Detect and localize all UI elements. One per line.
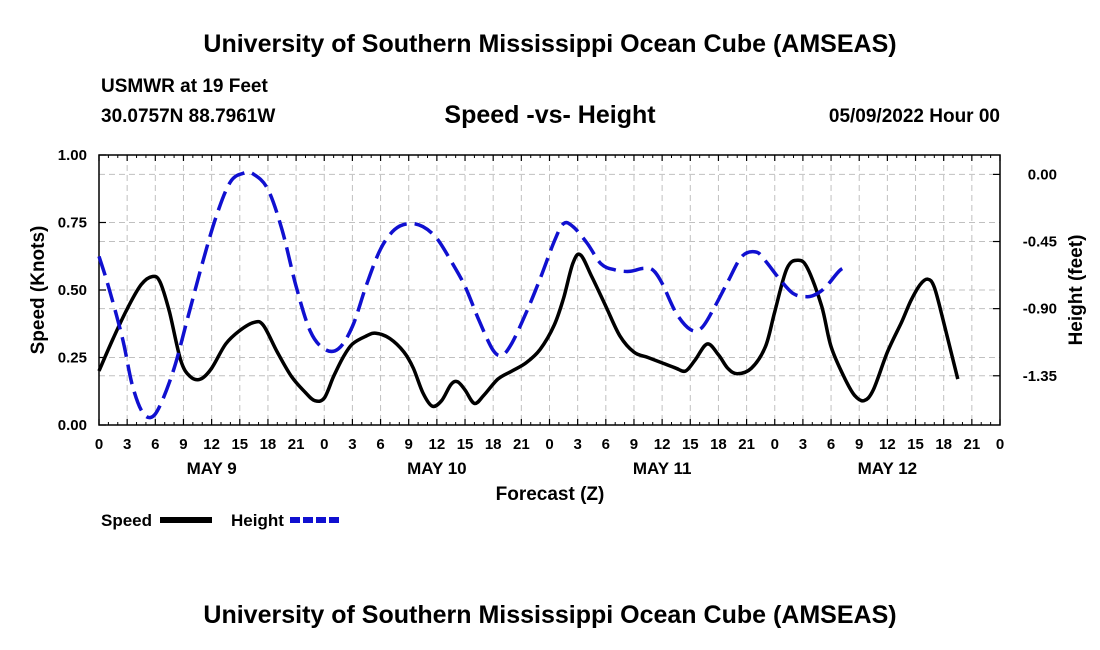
x-tick-label: 15 xyxy=(682,436,699,453)
x-tick-label: 9 xyxy=(630,436,638,453)
x-tick-label: 21 xyxy=(288,436,305,453)
x-tick-label: 9 xyxy=(179,436,187,453)
y-tick-label: 0.25 xyxy=(58,350,87,367)
x-tick-label: 9 xyxy=(855,436,863,453)
x-tick-label: 9 xyxy=(405,436,413,453)
y-tick-label: 0.50 xyxy=(58,282,87,299)
x-tick-label: 6 xyxy=(827,436,835,453)
x-tick-label: 15 xyxy=(907,436,924,453)
y-tick-label: 0.00 xyxy=(58,417,87,434)
y-tick-label: 1.00 xyxy=(58,147,87,164)
day-label: MAY 12 xyxy=(858,459,918,478)
location-label: 30.0757N 88.7961W xyxy=(101,106,276,127)
x-tick-label: 15 xyxy=(457,436,474,453)
footer-title: University of Southern Mississippi Ocean… xyxy=(203,601,897,629)
y2-tick-label: -1.35 xyxy=(1023,368,1057,385)
x-tick-label: 12 xyxy=(203,436,220,453)
y-tick-label: 0.75 xyxy=(58,215,87,232)
legend-label-speed: Speed xyxy=(101,511,152,530)
y-axis-label: Speed (Knots) xyxy=(28,226,49,355)
day-label: MAY 10 xyxy=(407,459,467,478)
y2-axis-label: Height (feet) xyxy=(1066,235,1087,346)
x-tick-label: 6 xyxy=(602,436,610,453)
x-tick-label: 18 xyxy=(710,436,727,453)
x-tick-label: 21 xyxy=(513,436,530,453)
series-line-height xyxy=(97,170,851,420)
x-tick-label: 3 xyxy=(348,436,356,453)
chart-title: University of Southern Mississippi Ocean… xyxy=(203,30,897,58)
day-label: MAY 11 xyxy=(633,459,692,478)
x-tick-label: 21 xyxy=(738,436,755,453)
x-tick-label: 0 xyxy=(996,436,1004,453)
y2-tick-label: -0.90 xyxy=(1023,301,1057,318)
legend-label-height: Height xyxy=(231,511,284,530)
x-tick-label: 0 xyxy=(771,436,779,453)
chart-subtitle: Speed -vs- Height xyxy=(444,101,656,129)
x-tick-label: 3 xyxy=(123,436,131,453)
day-label: MAY 9 xyxy=(187,459,237,478)
x-tick-label: 18 xyxy=(260,436,277,453)
x-tick-label: 18 xyxy=(485,436,502,453)
y2-tick-label: 0.00 xyxy=(1028,166,1057,183)
x-axis-label: Forecast (Z) xyxy=(496,484,605,505)
x-tick-label: 18 xyxy=(935,436,952,453)
x-tick-label: 6 xyxy=(376,436,384,453)
x-tick-label: 21 xyxy=(964,436,981,453)
x-tick-label: 12 xyxy=(429,436,446,453)
x-tick-label: 3 xyxy=(573,436,581,453)
x-tick-label: 0 xyxy=(95,436,103,453)
x-tick-label: 12 xyxy=(879,436,896,453)
y2-tick-label: -0.45 xyxy=(1023,234,1057,251)
x-tick-label: 6 xyxy=(151,436,159,453)
x-tick-label: 15 xyxy=(231,436,248,453)
x-tick-label: 0 xyxy=(320,436,328,453)
x-tick-label: 3 xyxy=(799,436,807,453)
x-tick-label: 0 xyxy=(545,436,553,453)
x-tick-label: 12 xyxy=(654,436,671,453)
series-line-speed xyxy=(97,252,960,409)
station-label: USMWR at 19 Feet xyxy=(101,76,268,97)
date-label: 05/09/2022 Hour 00 xyxy=(828,106,1000,127)
